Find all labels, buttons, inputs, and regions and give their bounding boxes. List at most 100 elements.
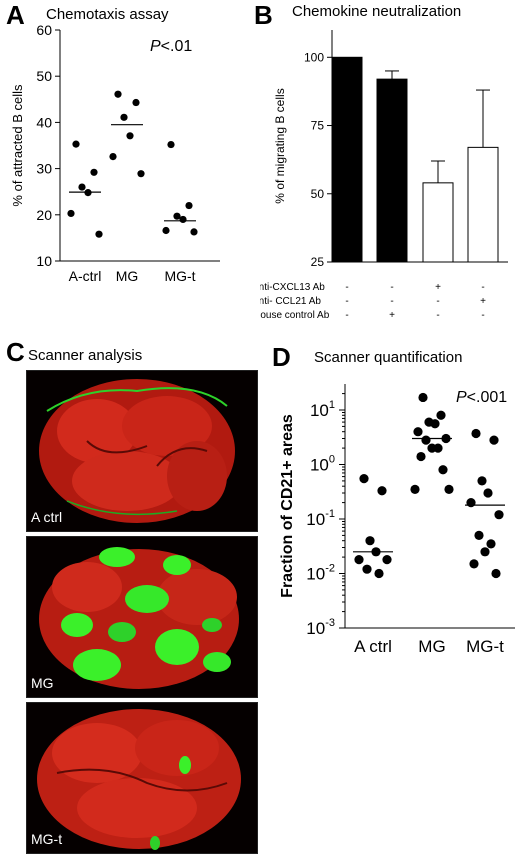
data-point bbox=[444, 484, 454, 494]
data-point bbox=[95, 230, 103, 238]
data-point bbox=[413, 427, 423, 437]
x-tick-label: A-ctrl bbox=[69, 268, 102, 284]
data-point bbox=[377, 486, 387, 496]
y-tick-label: 100 bbox=[310, 454, 335, 475]
y-tick-label: 10-3 bbox=[306, 617, 335, 638]
x-tick-label: MG bbox=[116, 268, 139, 284]
y-axis-label: % of migrating B cells bbox=[273, 88, 287, 203]
data-point bbox=[137, 170, 145, 178]
y-tick-label: 10-1 bbox=[306, 508, 335, 529]
micrograph-label: MG-t bbox=[31, 831, 63, 847]
panel-title-b: Chemokine neutralization bbox=[292, 3, 462, 20]
condition-sign: - bbox=[390, 282, 393, 293]
data-point bbox=[480, 547, 490, 557]
micrograph-mg-t-image bbox=[27, 703, 257, 853]
condition-label: Anti- CCL21 Ab bbox=[260, 296, 321, 307]
data-point bbox=[359, 474, 369, 484]
data-point bbox=[132, 98, 140, 107]
panel-letter-b: B bbox=[254, 0, 273, 30]
data-point bbox=[466, 497, 476, 508]
micrograph-mg-t: MG-t bbox=[26, 702, 258, 854]
micrograph-label: MG bbox=[31, 675, 54, 691]
data-point bbox=[471, 428, 481, 439]
data-point bbox=[190, 228, 198, 236]
data-point bbox=[427, 443, 437, 453]
panel-title-a: Chemotaxis assay bbox=[46, 6, 169, 23]
bar bbox=[422, 182, 454, 263]
data-point bbox=[489, 435, 499, 445]
data-point bbox=[494, 510, 504, 520]
micrograph-label: A ctrl bbox=[31, 509, 63, 525]
data-point bbox=[109, 152, 117, 161]
condition-sign: + bbox=[389, 310, 395, 321]
data-point bbox=[416, 451, 426, 462]
y-tick-label: 60 bbox=[36, 22, 52, 38]
y-tick-label: 30 bbox=[36, 161, 52, 177]
y-tick-label: 40 bbox=[36, 114, 52, 130]
data-point bbox=[67, 209, 75, 218]
y-tick-label: 25 bbox=[311, 255, 325, 269]
condition-label: Anti-CXCL13 Ab bbox=[260, 282, 325, 293]
y-axis-label: % of attracted B cells bbox=[10, 84, 25, 207]
condition-sign: - bbox=[345, 296, 348, 307]
condition-sign: - bbox=[481, 282, 484, 293]
data-point bbox=[418, 392, 428, 403]
data-point bbox=[410, 484, 420, 494]
data-point bbox=[438, 465, 448, 475]
condition-sign: - bbox=[436, 296, 439, 307]
condition-sign: + bbox=[435, 282, 441, 293]
data-point bbox=[78, 183, 86, 191]
x-tick-label: MG-t bbox=[466, 637, 504, 656]
data-point bbox=[436, 410, 446, 420]
data-point bbox=[486, 539, 496, 549]
data-point bbox=[114, 90, 122, 98]
y-tick-label: 101 bbox=[310, 399, 335, 420]
condition-sign: - bbox=[345, 282, 348, 293]
chart-a: 10 20 30 40 50 60 A-ctrl MG MG-t % of attracted B… bbox=[10, 22, 220, 284]
data-point bbox=[430, 419, 440, 429]
data-point bbox=[167, 140, 175, 149]
p-value-annotation: P<.001 bbox=[456, 389, 507, 406]
y-tick-label: 10 bbox=[36, 253, 52, 269]
panel-letter-d: D bbox=[272, 342, 291, 372]
bar bbox=[467, 146, 499, 263]
data-point bbox=[179, 215, 187, 224]
data-point bbox=[477, 476, 487, 486]
data-point bbox=[365, 536, 375, 546]
x-tick-label: MG-t bbox=[164, 268, 195, 284]
panel-letter-c: C bbox=[6, 337, 25, 367]
condition-sign: - bbox=[390, 296, 393, 307]
data-point bbox=[491, 568, 501, 579]
panel-title-c: Scanner analysis bbox=[28, 347, 143, 364]
data-point bbox=[474, 530, 484, 541]
bar bbox=[376, 78, 408, 263]
panel-letter-a: A bbox=[6, 0, 25, 30]
y-tick-label: 100 bbox=[304, 50, 324, 64]
y-tick-label: 50 bbox=[36, 68, 52, 84]
y-tick-label: 10-2 bbox=[306, 563, 335, 584]
data-point bbox=[421, 435, 431, 445]
y-tick-label: 75 bbox=[311, 119, 325, 133]
panel-title-d: Scanner quantification bbox=[314, 349, 463, 366]
condition-sign: + bbox=[480, 296, 486, 307]
micrograph-mg-image bbox=[27, 537, 257, 697]
y-tick-label: 50 bbox=[311, 187, 325, 201]
data-point bbox=[362, 564, 372, 574]
p-value-annotation: P<.01 bbox=[150, 38, 192, 55]
data-point bbox=[72, 140, 80, 148]
data-point bbox=[126, 132, 134, 140]
data-point bbox=[185, 201, 193, 210]
micrograph-a-ctrl-image bbox=[27, 371, 257, 531]
data-point bbox=[374, 568, 384, 579]
condition-sign: - bbox=[481, 310, 484, 321]
data-point bbox=[162, 226, 170, 235]
bar bbox=[331, 56, 363, 263]
chart-d: 101 100 10-1 10-2 10-3 A ctrl MG MG-t Fraction o… bbox=[279, 384, 515, 656]
data-point bbox=[483, 488, 493, 498]
x-tick-label: A ctrl bbox=[354, 637, 392, 656]
chart-b: 25 50 75 100 % of migrating B cells Anti-CXCL… bbox=[260, 30, 508, 321]
micrograph-mg: MG bbox=[26, 536, 258, 698]
data-point bbox=[382, 554, 392, 565]
x-tick-label: MG bbox=[418, 637, 445, 656]
data-point bbox=[469, 559, 479, 569]
